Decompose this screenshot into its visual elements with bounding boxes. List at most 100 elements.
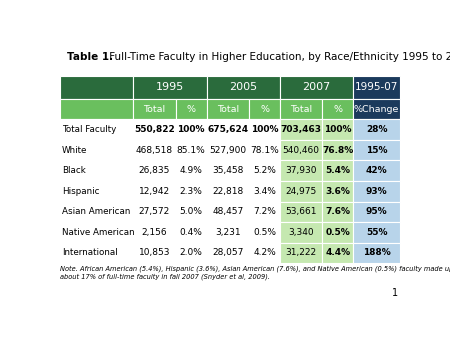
Text: 2005: 2005: [229, 82, 257, 92]
Text: 93%: 93%: [366, 187, 387, 196]
Text: 4.4%: 4.4%: [325, 248, 351, 257]
Bar: [60, 181, 133, 201]
Bar: [323, 222, 353, 243]
Bar: [176, 119, 207, 140]
Bar: [323, 161, 353, 181]
Text: %: %: [333, 105, 342, 114]
Bar: [207, 76, 280, 99]
Bar: [133, 222, 176, 243]
Bar: [133, 181, 176, 201]
Bar: [280, 161, 323, 181]
Text: 1995-07: 1995-07: [355, 82, 398, 92]
Text: 10,853: 10,853: [139, 248, 170, 257]
Bar: [249, 243, 280, 263]
Text: 5.4%: 5.4%: [325, 166, 351, 175]
Bar: [133, 201, 176, 222]
Bar: [280, 119, 323, 140]
Text: 703,463: 703,463: [281, 125, 322, 134]
Text: 2007: 2007: [302, 82, 331, 92]
Bar: [280, 140, 323, 161]
Bar: [323, 119, 353, 140]
Text: Table 1.: Table 1.: [67, 52, 113, 62]
Bar: [133, 76, 207, 99]
Bar: [176, 161, 207, 181]
Bar: [353, 99, 400, 119]
Bar: [133, 243, 176, 263]
Bar: [353, 222, 400, 243]
Bar: [133, 99, 176, 119]
Text: 85.1%: 85.1%: [177, 146, 206, 155]
Bar: [353, 76, 400, 99]
Bar: [249, 181, 280, 201]
Bar: [323, 181, 353, 201]
Text: Native American: Native American: [62, 228, 135, 237]
Text: Black: Black: [62, 166, 86, 175]
Text: 53,661: 53,661: [285, 207, 317, 216]
Text: 55%: 55%: [366, 228, 387, 237]
Bar: [280, 201, 323, 222]
Bar: [280, 181, 323, 201]
Text: 76.8%: 76.8%: [322, 146, 354, 155]
Text: 28%: 28%: [366, 125, 387, 134]
Text: 3.6%: 3.6%: [325, 187, 351, 196]
Text: 12,942: 12,942: [139, 187, 170, 196]
Text: 100%: 100%: [251, 125, 278, 134]
Bar: [207, 222, 249, 243]
Text: 7.2%: 7.2%: [253, 207, 276, 216]
Bar: [60, 99, 133, 119]
Text: %: %: [260, 105, 269, 114]
Text: 4.2%: 4.2%: [253, 248, 276, 257]
Text: 24,975: 24,975: [286, 187, 317, 196]
Text: 27,572: 27,572: [139, 207, 170, 216]
Text: 4.9%: 4.9%: [180, 166, 202, 175]
Text: 1995: 1995: [156, 82, 184, 92]
Bar: [207, 161, 249, 181]
Bar: [353, 161, 400, 181]
Bar: [280, 76, 353, 99]
Bar: [280, 222, 323, 243]
Text: 2.0%: 2.0%: [180, 248, 202, 257]
Text: 7.6%: 7.6%: [325, 207, 351, 216]
Bar: [176, 243, 207, 263]
Text: 26,835: 26,835: [139, 166, 170, 175]
Bar: [176, 222, 207, 243]
Text: Total: Total: [217, 105, 239, 114]
Bar: [60, 222, 133, 243]
Text: International: International: [62, 248, 118, 257]
Bar: [133, 161, 176, 181]
Text: 5.0%: 5.0%: [180, 207, 202, 216]
Bar: [207, 181, 249, 201]
Text: Total: Total: [144, 105, 166, 114]
Text: Hispanic: Hispanic: [62, 187, 100, 196]
Bar: [249, 222, 280, 243]
Text: 2.3%: 2.3%: [180, 187, 202, 196]
Text: 188%: 188%: [363, 248, 391, 257]
Text: Total Faculty: Total Faculty: [62, 125, 117, 134]
Text: 540,460: 540,460: [283, 146, 320, 155]
Text: 100%: 100%: [324, 125, 352, 134]
Text: 468,518: 468,518: [136, 146, 173, 155]
Bar: [176, 201, 207, 222]
Bar: [207, 243, 249, 263]
Bar: [249, 99, 280, 119]
Text: 527,900: 527,900: [209, 146, 247, 155]
Bar: [60, 201, 133, 222]
Text: %Change: %Change: [354, 105, 399, 114]
Text: 78.1%: 78.1%: [250, 146, 279, 155]
Bar: [249, 140, 280, 161]
Bar: [60, 119, 133, 140]
Bar: [176, 140, 207, 161]
Bar: [207, 99, 249, 119]
Bar: [60, 140, 133, 161]
Text: %: %: [187, 105, 196, 114]
Bar: [60, 161, 133, 181]
Bar: [60, 76, 133, 99]
Bar: [323, 243, 353, 263]
Text: 0.4%: 0.4%: [180, 228, 202, 237]
Text: 550,822: 550,822: [134, 125, 175, 134]
Bar: [207, 119, 249, 140]
Text: 48,457: 48,457: [212, 207, 243, 216]
Bar: [207, 140, 249, 161]
Bar: [323, 201, 353, 222]
Bar: [133, 140, 176, 161]
